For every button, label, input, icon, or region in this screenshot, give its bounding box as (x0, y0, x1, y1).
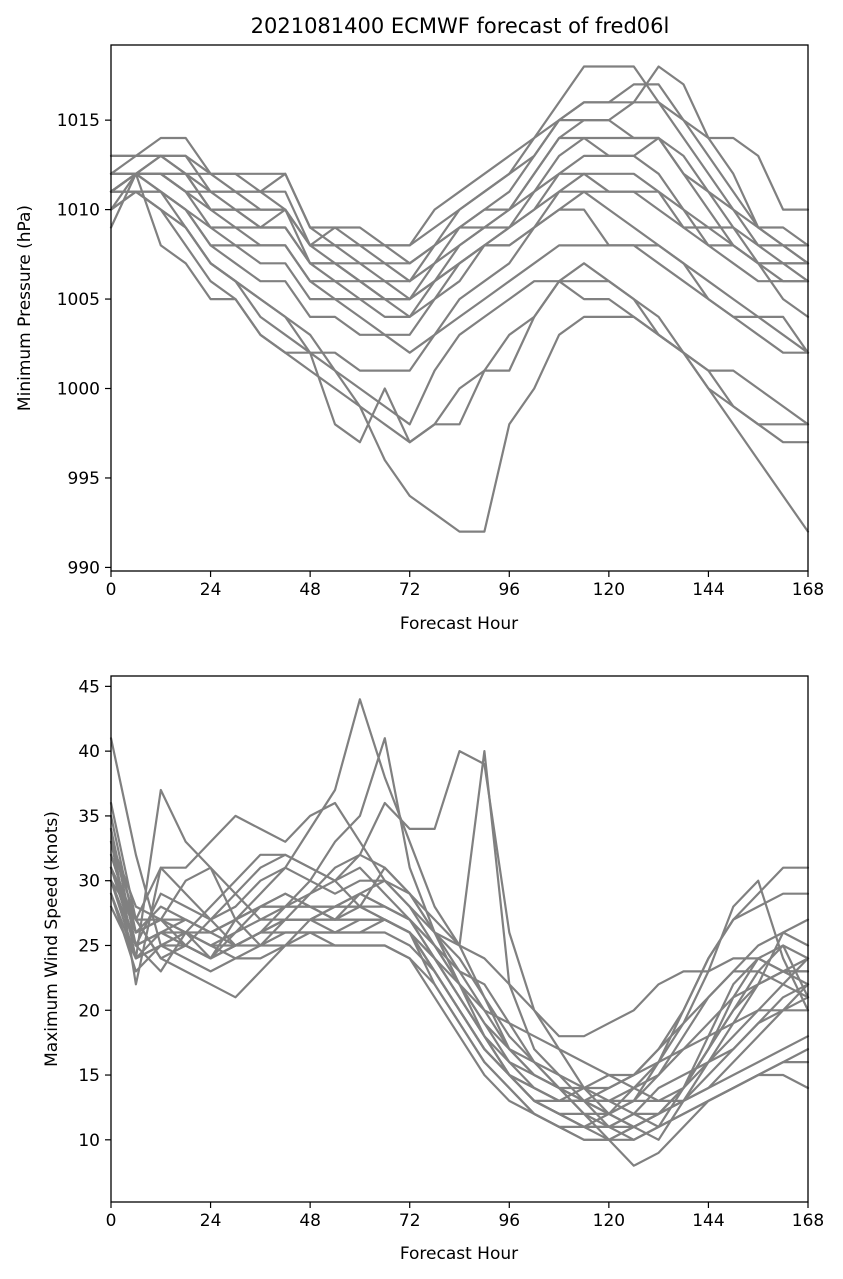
y-tick-label: 1015 (57, 111, 100, 131)
plot-frame (110, 675, 809, 1203)
x-tick-label: 24 (200, 580, 222, 600)
x-tick-label: 168 (792, 580, 824, 600)
series-line-20 (109, 866, 810, 1167)
y-tick-label: 30 (78, 872, 100, 892)
y-tick-label: 1005 (57, 290, 100, 310)
x-tick-label: 72 (399, 1211, 421, 1231)
x-tick-label: 96 (498, 1211, 520, 1231)
series-layer (109, 698, 810, 1167)
x-tick-label: 144 (692, 580, 724, 600)
y-axis: 990 995 1000 1005 1010 1015 (57, 111, 111, 578)
y-tick-label: 990 (68, 558, 100, 578)
x-tick-label: 120 (593, 1211, 625, 1231)
series-layer (109, 65, 810, 533)
y-axis-label: Maximum Wind Speed (knots) (42, 811, 62, 1067)
y-tick-label: 25 (78, 936, 100, 956)
x-tick-label: 48 (299, 1211, 321, 1231)
x-tick-label: 168 (792, 1211, 824, 1231)
x-tick-label: 72 (399, 580, 421, 600)
series-line-12 (109, 172, 810, 354)
y-tick-label: 995 (68, 469, 100, 489)
x-tick-label: 48 (299, 580, 321, 600)
series-line-17 (109, 172, 810, 444)
series-line-11 (109, 172, 810, 301)
wind-speed-chart: 0 24 48 72 96 120 144 168 10 15 20 25 30 35 40 45 Fore… (42, 675, 824, 1264)
series-line-17 (109, 866, 810, 1141)
pressure-chart: 2021081400 ECMWF forecast of fred06l 0 24… (15, 14, 824, 634)
x-axis-label: Forecast Hour (400, 1244, 518, 1264)
x-axis: 0 24 48 72 96 120 144 168 (106, 1202, 824, 1231)
plot-frame (110, 44, 809, 572)
x-tick-label: 24 (200, 1211, 222, 1231)
series-line-21 (109, 801, 810, 1038)
x-tick-label: 96 (498, 580, 520, 600)
series-line-3 (109, 750, 810, 1141)
y-tick-label: 20 (78, 1001, 100, 1021)
series-line-10 (109, 119, 810, 265)
series-line-16 (109, 892, 810, 1141)
y-tick-label: 15 (78, 1066, 100, 1086)
y-tick-label: 10 (78, 1131, 100, 1151)
y-tick-label: 35 (78, 807, 100, 827)
x-axis: 0 24 48 72 96 120 144 168 (106, 571, 824, 600)
y-tick-label: 45 (78, 677, 100, 697)
x-tick-label: 0 (106, 1211, 117, 1231)
x-tick-label: 0 (106, 580, 117, 600)
y-tick-label: 1010 (57, 201, 100, 221)
x-tick-label: 144 (692, 1211, 724, 1231)
x-tick-label: 120 (593, 580, 625, 600)
y-tick-label: 1000 (57, 380, 100, 400)
y-axis-label: Minimum Pressure (hPa) (15, 205, 35, 411)
chart-title: 2021081400 ECMWF forecast of fred06l (251, 14, 670, 38)
y-axis: 10 15 20 25 30 35 40 45 (78, 677, 111, 1151)
y-tick-label: 40 (78, 742, 100, 762)
series-line-13 (109, 190, 810, 354)
series-line-18 (109, 190, 810, 533)
series-line-7 (109, 154, 810, 283)
x-axis-label: Forecast Hour (400, 614, 518, 634)
series-line-19 (109, 788, 810, 1128)
series-line-18 (109, 879, 810, 1102)
